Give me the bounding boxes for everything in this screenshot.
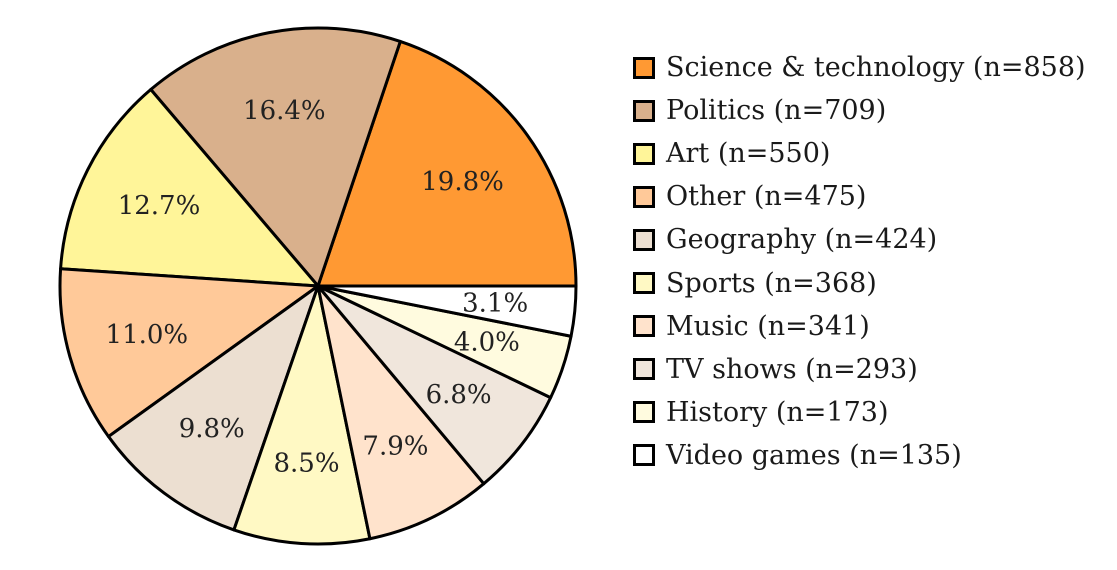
legend-swatch bbox=[633, 185, 655, 208]
legend-item: History (n=173) bbox=[633, 391, 1086, 434]
pie-slice-6 bbox=[316, 284, 486, 541]
legend-swatch bbox=[633, 99, 655, 122]
legend-swatch bbox=[633, 401, 655, 424]
pie-slice-percent-label: 19.8% bbox=[421, 167, 504, 197]
legend-label: Video games (n=135) bbox=[666, 439, 962, 471]
pie-slice-percent-label: 6.8% bbox=[426, 380, 492, 410]
pie-slice-7 bbox=[316, 284, 553, 486]
pie-slice-percent-label: 9.8% bbox=[179, 414, 245, 444]
legend-item: Music (n=341) bbox=[633, 305, 1086, 348]
legend-label: Geography (n=424) bbox=[666, 224, 938, 256]
legend-item: Art (n=550) bbox=[633, 132, 1086, 175]
legend-swatch bbox=[633, 444, 655, 467]
legend-label: Politics (n=709) bbox=[666, 95, 887, 127]
pie-slice-9 bbox=[316, 284, 578, 338]
legend-item: Sports (n=368) bbox=[633, 261, 1086, 304]
legend-item: Geography (n=424) bbox=[633, 218, 1086, 261]
pie-labels: 19.8% 16.4% 12.7% 11.0% 9.8% 8.5% 7.9% 6.8% 4.0%… bbox=[106, 96, 529, 478]
legend-label: History (n=173) bbox=[666, 396, 889, 428]
legend-label: TV shows (n=293) bbox=[666, 353, 918, 385]
pie-slice-percent-label: 12.7% bbox=[118, 191, 201, 221]
legend-swatch bbox=[633, 56, 655, 79]
pie-slice-0 bbox=[316, 39, 578, 288]
pie-slice-percent-label: 16.4% bbox=[243, 96, 326, 126]
legend-item: Politics (n=709) bbox=[633, 89, 1086, 132]
pie-slice-percent-label: 4.0% bbox=[454, 327, 520, 357]
pie-slice-2 bbox=[59, 88, 320, 288]
legend-item: Other (n=475) bbox=[633, 175, 1086, 218]
pie-slice-percent-label: 8.5% bbox=[273, 449, 339, 479]
legend-label: Other (n=475) bbox=[666, 181, 867, 213]
pie-slice-percent-label: 11.0% bbox=[106, 320, 189, 350]
legend-swatch bbox=[633, 142, 655, 165]
legend-label: Science & technology (n=858) bbox=[666, 52, 1086, 84]
legend-swatch bbox=[633, 228, 655, 251]
legend-item: Science & technology (n=858) bbox=[633, 46, 1086, 89]
legend-label: Art (n=550) bbox=[666, 138, 831, 170]
pie-slice-5 bbox=[232, 284, 372, 546]
pie-slice-3 bbox=[58, 267, 320, 439]
pie-slice-percent-label: 3.1% bbox=[462, 288, 528, 318]
legend-swatch bbox=[633, 358, 655, 381]
legend: Science & technology (n=858) Politics (n=… bbox=[633, 46, 1086, 477]
legend-label: Music (n=341) bbox=[666, 310, 870, 342]
legend-item: Video games (n=135) bbox=[633, 434, 1086, 477]
legend-swatch bbox=[633, 315, 655, 338]
pie-slices bbox=[58, 26, 578, 546]
pie-slice-percent-label: 7.9% bbox=[362, 431, 428, 461]
pie-slice-1 bbox=[149, 26, 402, 288]
legend-item: TV shows (n=293) bbox=[633, 348, 1086, 391]
legend-label: Sports (n=368) bbox=[666, 267, 877, 299]
pie-slice-4 bbox=[106, 284, 320, 532]
legend-swatch bbox=[633, 272, 655, 295]
